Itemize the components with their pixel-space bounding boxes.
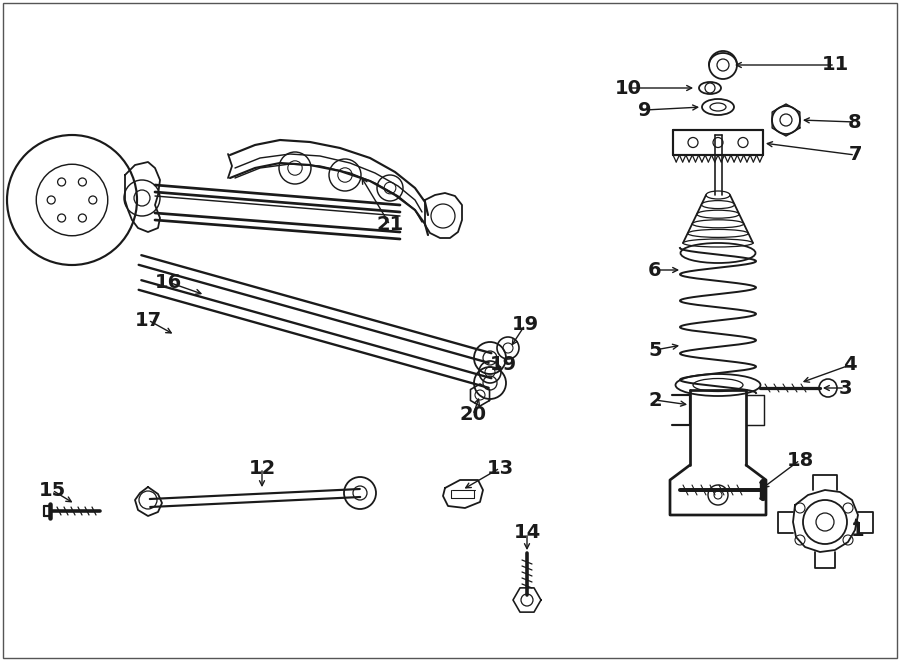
Text: 5: 5	[648, 340, 662, 360]
Text: 13: 13	[486, 459, 514, 477]
Text: 3: 3	[838, 379, 851, 397]
Text: 10: 10	[615, 79, 642, 98]
Text: 11: 11	[822, 56, 849, 75]
Text: 19: 19	[511, 315, 538, 334]
Text: 15: 15	[39, 481, 66, 500]
Text: 19: 19	[490, 356, 517, 375]
Text: 2: 2	[648, 391, 662, 410]
Text: 4: 4	[843, 356, 857, 375]
Text: 7: 7	[848, 145, 862, 165]
Text: 6: 6	[648, 260, 662, 280]
Text: 16: 16	[155, 272, 182, 292]
Text: 9: 9	[638, 100, 652, 120]
Text: 1: 1	[851, 520, 865, 539]
Text: 21: 21	[376, 215, 403, 235]
Text: 14: 14	[513, 524, 541, 543]
Text: 18: 18	[787, 451, 814, 469]
Text: 20: 20	[460, 405, 487, 424]
Text: 17: 17	[134, 311, 162, 329]
Text: 8: 8	[848, 112, 862, 132]
Text: 12: 12	[248, 459, 275, 477]
